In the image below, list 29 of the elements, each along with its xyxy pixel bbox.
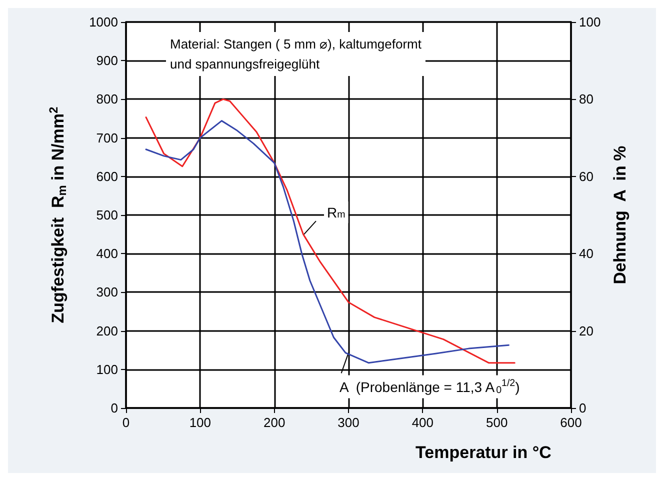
x-tick-label: 300 (338, 415, 360, 430)
y2-axis-title: Dehnung A in % (610, 146, 630, 284)
y2-tick-label: 60 (579, 168, 594, 184)
annotation: Rm (327, 204, 346, 221)
x-tick-label: 0 (122, 415, 130, 430)
y-tick-label: 600 (96, 168, 118, 184)
y-tick-label: 1000 (89, 14, 118, 30)
y-tick-label: 300 (96, 284, 118, 300)
y2-tick-label: 0 (579, 400, 586, 416)
y-tick-label: 700 (96, 130, 118, 146)
x-tick-label: 100 (189, 415, 212, 430)
y-tick-label: 200 (96, 323, 118, 338)
x-tick-label: 600 (560, 415, 582, 430)
y2-tick-label: 40 (579, 246, 594, 262)
x-tick-label: 400 (412, 415, 434, 430)
y-tick-label: 400 (96, 246, 118, 262)
y-tick-label: 500 (96, 208, 118, 222)
y2-tick-label: 100 (579, 14, 601, 30)
y-tick-label: 900 (96, 53, 118, 68)
y2-tick-label: 80 (579, 92, 594, 107)
y-tick-label: 800 (96, 92, 118, 107)
y2-tick-label: 20 (579, 323, 594, 338)
x-axis-title: Temperatur in °C (416, 443, 552, 462)
y-axis-title: Zugfestigkeit Rm in N/mm2 (46, 106, 69, 324)
annotation: Material: Stangen ( 5 mm ⌀), kaltumgeformt und spannungsfreigeglüht (170, 36, 422, 72)
y-tick-label: 100 (96, 362, 118, 377)
x-tick-label: 200 (263, 415, 286, 430)
y-tick-label: 0 (110, 400, 118, 416)
x-tick-label: 500 (486, 415, 508, 430)
